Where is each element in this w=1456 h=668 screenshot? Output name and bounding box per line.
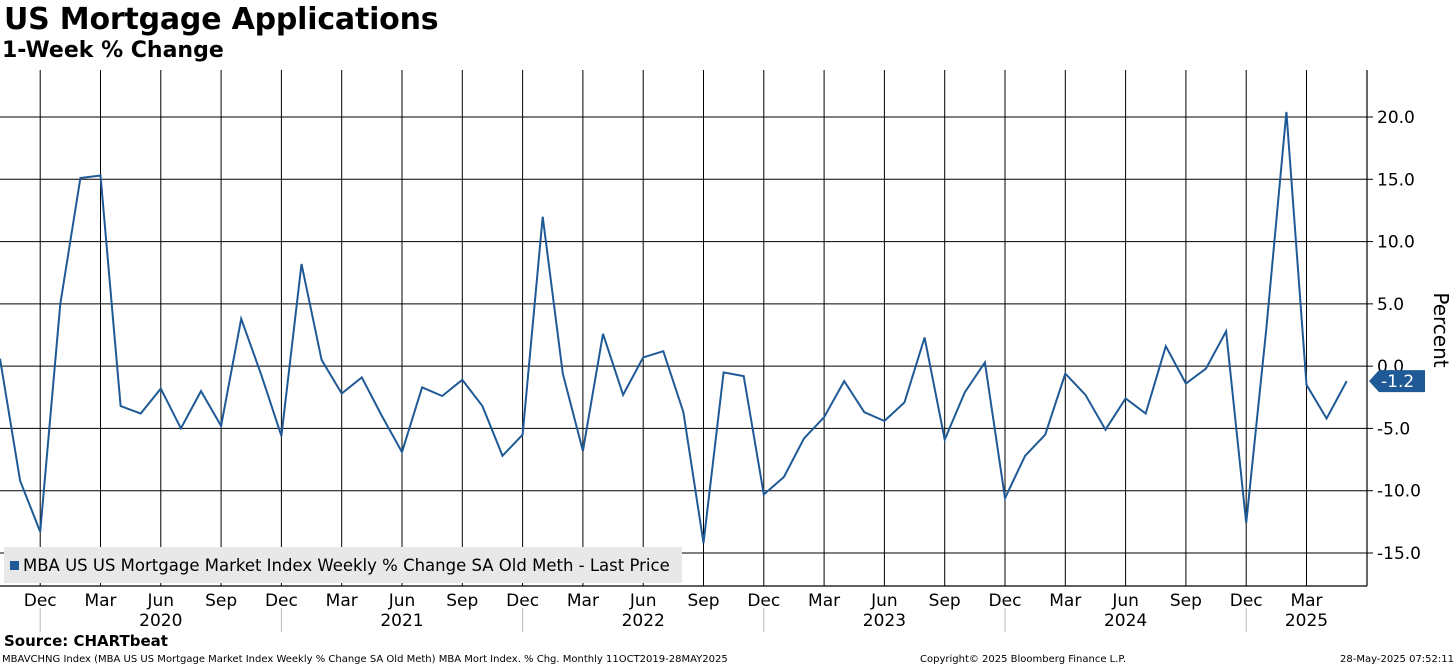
x-month-label: Jun xyxy=(147,591,175,611)
x-year-label: 2022 xyxy=(622,611,665,631)
x-month-label: Sep xyxy=(687,591,719,611)
x-year-label: 2025 xyxy=(1285,611,1328,631)
x-month-label: Dec xyxy=(1230,591,1263,611)
copyright-text: Copyright© 2025 Bloomberg Finance L.P. xyxy=(920,654,1127,665)
timestamp-text: 28-May-2025 07:52:11 xyxy=(1340,654,1454,665)
x-month-label: Dec xyxy=(265,591,298,611)
source-text: Source: CHARTbeat xyxy=(4,632,168,650)
x-month-label: Dec xyxy=(24,591,57,611)
y-tick-label: -10.0 xyxy=(1377,482,1421,502)
y-tick-label: 5.0 xyxy=(1377,295,1404,315)
x-month-label: Mar xyxy=(84,591,116,611)
last-value-tag xyxy=(1369,370,1425,393)
y-tick-label: -5.0 xyxy=(1377,419,1410,439)
y-axis-title: Percent xyxy=(1429,292,1453,367)
x-month-label: Sep xyxy=(205,591,237,611)
x-month-label: Jun xyxy=(870,591,898,611)
x-year-label: 2020 xyxy=(139,611,182,631)
y-tick-label: 15.0 xyxy=(1377,170,1415,190)
x-year-label: 2024 xyxy=(1104,611,1147,631)
legend-swatch xyxy=(10,560,19,570)
legend: MBA US US Mortgage Market Index Weekly %… xyxy=(4,547,682,583)
x-month-label: Sep xyxy=(1170,591,1202,611)
y-tick-label: 10.0 xyxy=(1377,233,1415,253)
y-tick-label: -15.0 xyxy=(1377,544,1421,564)
grid-lines xyxy=(0,70,1367,586)
legend-label: MBA US US Mortgage Market Index Weekly %… xyxy=(23,555,670,575)
axes xyxy=(0,70,1373,632)
x-month-label: Sep xyxy=(929,591,961,611)
x-month-label: Dec xyxy=(506,591,539,611)
x-month-label: Jun xyxy=(629,591,657,611)
x-month-label: Mar xyxy=(808,591,840,611)
y-tick-label: 20.0 xyxy=(1377,108,1415,128)
x-month-label: Mar xyxy=(1290,591,1322,611)
x-month-label: Jun xyxy=(388,591,416,611)
x-month-label: Dec xyxy=(989,591,1022,611)
x-month-label: Mar xyxy=(1049,591,1081,611)
last-value-label: -1.2 xyxy=(1381,372,1414,392)
chart-title: US Mortgage Applications xyxy=(4,2,439,37)
x-year-label: 2023 xyxy=(863,611,906,631)
x-month-label: Dec xyxy=(747,591,780,611)
series-layer xyxy=(0,111,1348,544)
chart-subtitle: 1-Week % Change xyxy=(2,38,224,63)
x-month-label: Jun xyxy=(1111,591,1139,611)
x-year-label: 2021 xyxy=(380,611,423,631)
series-line xyxy=(0,111,1348,544)
index-info: MBAVCHNG Index (MBA US US Mortgage Marke… xyxy=(2,654,728,665)
x-month-label: Mar xyxy=(567,591,599,611)
x-month-label: Mar xyxy=(326,591,358,611)
x-month-label: Sep xyxy=(446,591,478,611)
